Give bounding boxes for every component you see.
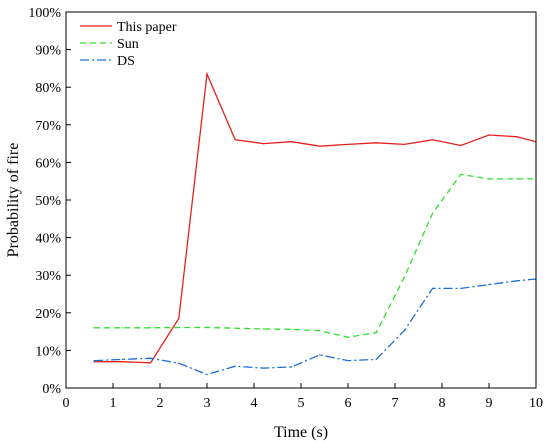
legend-label-1: Sun <box>117 37 139 52</box>
plot-frame <box>65 11 537 389</box>
y-tick-label: 10% <box>35 344 61 359</box>
series-1-point-14 <box>488 178 490 180</box>
series-2-point-3 <box>178 362 180 364</box>
series-2-point-13 <box>460 287 462 290</box>
y-tick-label: 60% <box>35 156 61 171</box>
series-1-point-10 <box>375 332 377 334</box>
y-tick-label: 80% <box>35 81 61 96</box>
series-2-point-15 <box>516 280 518 282</box>
series-1-point-9 <box>347 336 349 338</box>
series-1-point-6 <box>262 328 265 330</box>
x-tick-label: 5 <box>298 396 305 411</box>
series-2-point-11 <box>403 329 406 332</box>
series-2-point-4 <box>206 373 208 376</box>
y-axis-ticks: 0% 10% 20% 30% 40% 50% 60% 70% 80% 90% 100% <box>28 6 71 397</box>
series-1-point-12 <box>431 212 434 214</box>
x-tick-label: 8 <box>439 396 446 411</box>
series-line-1 <box>94 173 536 338</box>
x-tick-label: 0 <box>63 396 70 411</box>
series-2-point-2 <box>149 357 152 359</box>
y-tick-label: 40% <box>35 232 61 247</box>
series-1-point-0 <box>93 327 95 329</box>
series-2-point-10 <box>375 358 377 361</box>
series-2-point-8 <box>319 354 321 356</box>
x-axis-label: Time (s) <box>274 424 328 441</box>
y-tick-label: 50% <box>35 194 61 209</box>
series-0-point-12 <box>431 139 434 141</box>
y-tick-label: 20% <box>35 307 61 322</box>
series-0-point-10 <box>375 142 377 144</box>
series-line-2 <box>94 278 537 376</box>
series-1-point-2 <box>149 327 152 329</box>
series-1-point-3 <box>178 326 180 329</box>
legend: This paper Sun DS <box>80 20 177 69</box>
series-1-point-13 <box>460 173 462 176</box>
series-2-point-1 <box>121 358 124 361</box>
series-2-point-12 <box>431 287 434 290</box>
series-0-point-7 <box>290 141 293 143</box>
y-tick-label: 30% <box>35 269 61 284</box>
x-tick-label: 3 <box>204 396 211 411</box>
x-tick-label: 2 <box>157 396 164 411</box>
series-0-point-0 <box>93 361 95 363</box>
series-1-point-8 <box>319 330 321 332</box>
x-tick-label: 10 <box>529 396 543 411</box>
series-0-point-9 <box>347 143 349 146</box>
series-0-point-6 <box>262 142 265 145</box>
series-0-point-1 <box>121 361 124 363</box>
series-0-point-4 <box>206 73 208 75</box>
series-1-point-1 <box>121 327 124 329</box>
series-1-point-15 <box>516 178 518 180</box>
series-2-point-7 <box>290 366 293 368</box>
series-0-point-2 <box>149 362 152 364</box>
series-0-point-11 <box>403 143 406 146</box>
y-tick-label: 0% <box>42 382 61 397</box>
series-1-point-11 <box>403 276 406 278</box>
x-tick-label: 4 <box>251 396 258 411</box>
series-0-point-14 <box>488 134 490 136</box>
x-axis-ticks: 0 1 2 3 4 5 6 7 8 9 10 <box>63 383 543 411</box>
y-tick-label: 90% <box>35 44 61 59</box>
x-tick-label: 7 <box>392 396 399 411</box>
series-2-point-9 <box>347 359 349 362</box>
series-0-point-13 <box>460 144 462 147</box>
series-0-point-3 <box>178 317 180 320</box>
y-axis-label: Probability of fire <box>5 143 22 258</box>
series-1-point-7 <box>290 328 293 330</box>
y-tick-label: 100% <box>28 6 61 21</box>
series-1-point-4 <box>206 326 208 329</box>
series-2-point-5 <box>234 365 236 367</box>
series-0-point-15 <box>516 136 518 138</box>
legend-label-2: DS <box>117 54 135 69</box>
series-2-point-0 <box>93 359 95 362</box>
series-lines <box>93 71 537 376</box>
series-0-point-5 <box>234 139 236 141</box>
series-2-point-6 <box>262 367 265 369</box>
x-tick-label: 1 <box>110 396 117 411</box>
legend-label-0: This paper <box>117 20 177 35</box>
series-2-point-14 <box>488 283 490 286</box>
series-line-0 <box>94 71 537 364</box>
y-tick-label: 70% <box>35 119 61 134</box>
x-tick-label: 6 <box>345 396 352 411</box>
series-0-point-8 <box>319 145 321 147</box>
series-1-point-5 <box>234 327 236 329</box>
x-tick-label: 9 <box>486 396 493 411</box>
